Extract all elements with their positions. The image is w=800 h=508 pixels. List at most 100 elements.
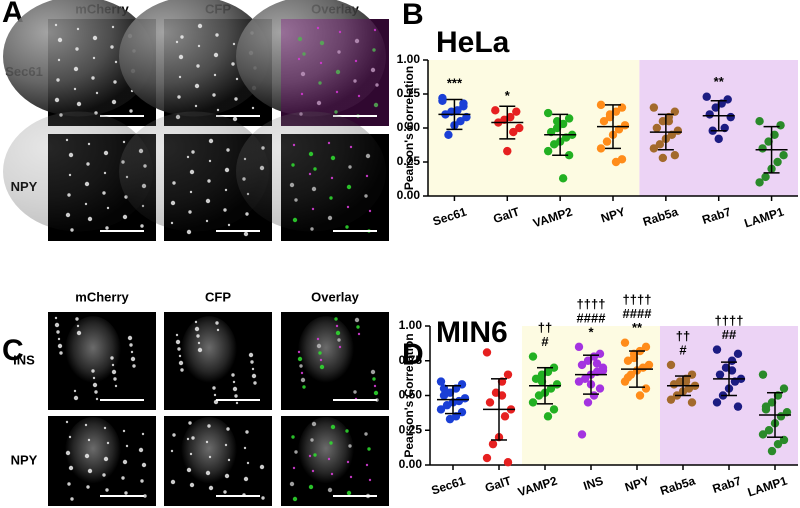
puncta — [216, 108, 220, 112]
data-point — [444, 130, 453, 139]
puncta — [65, 138, 69, 142]
data-point — [605, 110, 615, 119]
puncta — [170, 200, 176, 206]
data-point — [767, 446, 777, 456]
puncta — [232, 42, 236, 46]
puncta — [95, 397, 99, 401]
puncta — [310, 438, 314, 442]
puncta — [86, 485, 90, 489]
column-header: Overlay — [311, 289, 359, 304]
puncta — [197, 341, 201, 345]
puncta — [319, 358, 323, 362]
puncta — [224, 188, 228, 192]
puncta — [300, 377, 306, 383]
data-point — [528, 352, 538, 361]
cell — [65, 316, 121, 387]
highlight-region — [428, 60, 640, 196]
puncta — [302, 52, 306, 56]
data-point — [687, 398, 697, 407]
puncta — [76, 27, 80, 31]
data-point — [574, 342, 584, 352]
puncta — [191, 436, 195, 440]
x-tick-label: GalT — [492, 204, 522, 226]
data-point — [602, 137, 612, 146]
puncta — [194, 326, 200, 332]
data-point — [711, 103, 720, 112]
puncta — [194, 104, 198, 108]
puncta — [188, 421, 192, 425]
puncta — [338, 30, 342, 34]
puncta — [299, 364, 303, 368]
puncta — [364, 194, 368, 198]
puncta — [172, 433, 176, 437]
puncta — [289, 481, 295, 487]
puncta — [170, 221, 174, 225]
puncta — [346, 184, 352, 190]
puncta — [114, 60, 118, 64]
puncta — [67, 482, 71, 486]
y-axis-label: Pearson's Correlation — [402, 333, 416, 457]
puncta — [208, 485, 214, 491]
data-point — [770, 130, 779, 139]
puncta — [212, 386, 216, 390]
data-point — [503, 458, 513, 467]
puncta — [140, 479, 144, 483]
data-point — [681, 377, 691, 386]
puncta — [196, 334, 200, 338]
data-point — [537, 377, 547, 386]
data-point — [549, 363, 559, 372]
puncta — [76, 324, 80, 328]
puncta — [294, 450, 298, 454]
puncta — [337, 338, 341, 342]
data-point — [558, 174, 568, 183]
x-tick-label: Rab5a — [658, 473, 697, 498]
puncta — [297, 350, 301, 354]
puncta — [57, 337, 61, 341]
puncta — [141, 432, 145, 436]
puncta — [172, 181, 176, 185]
puncta — [103, 456, 109, 462]
data-point — [577, 430, 587, 439]
cell — [65, 417, 121, 487]
puncta — [259, 464, 265, 470]
puncta — [213, 52, 219, 58]
data-point — [755, 178, 764, 187]
puncta — [316, 100, 322, 106]
puncta — [208, 455, 212, 459]
puncta — [319, 40, 325, 46]
data-point — [670, 151, 680, 160]
puncta — [106, 441, 110, 445]
y-tick-label: 0.25 — [399, 422, 423, 436]
puncta — [327, 215, 333, 221]
puncta — [175, 333, 179, 337]
puncta — [84, 423, 88, 427]
data-point — [658, 153, 668, 163]
y-tick-label: 1.00 — [397, 52, 421, 66]
cell — [298, 417, 354, 487]
data-point — [715, 370, 725, 379]
puncta — [138, 447, 144, 453]
puncta — [311, 469, 315, 473]
data-point — [655, 140, 665, 149]
puncta — [365, 463, 369, 467]
data-point — [733, 402, 743, 411]
puncta — [226, 148, 230, 152]
data-point — [503, 370, 513, 379]
puncta — [56, 78, 60, 82]
puncta — [329, 196, 333, 200]
puncta — [76, 330, 82, 336]
puncta — [70, 497, 74, 501]
puncta — [311, 186, 317, 192]
data-point — [767, 398, 777, 407]
puncta — [186, 229, 192, 235]
data-point — [456, 117, 465, 126]
significance-label: †† — [538, 320, 552, 335]
puncta — [302, 385, 306, 389]
significance-label: †† — [676, 328, 690, 343]
data-point — [761, 172, 770, 182]
data-point — [595, 384, 605, 393]
x-tick-label: Rab7 — [711, 473, 744, 495]
data-point — [564, 151, 574, 160]
puncta — [316, 337, 320, 341]
puncta — [311, 421, 317, 427]
